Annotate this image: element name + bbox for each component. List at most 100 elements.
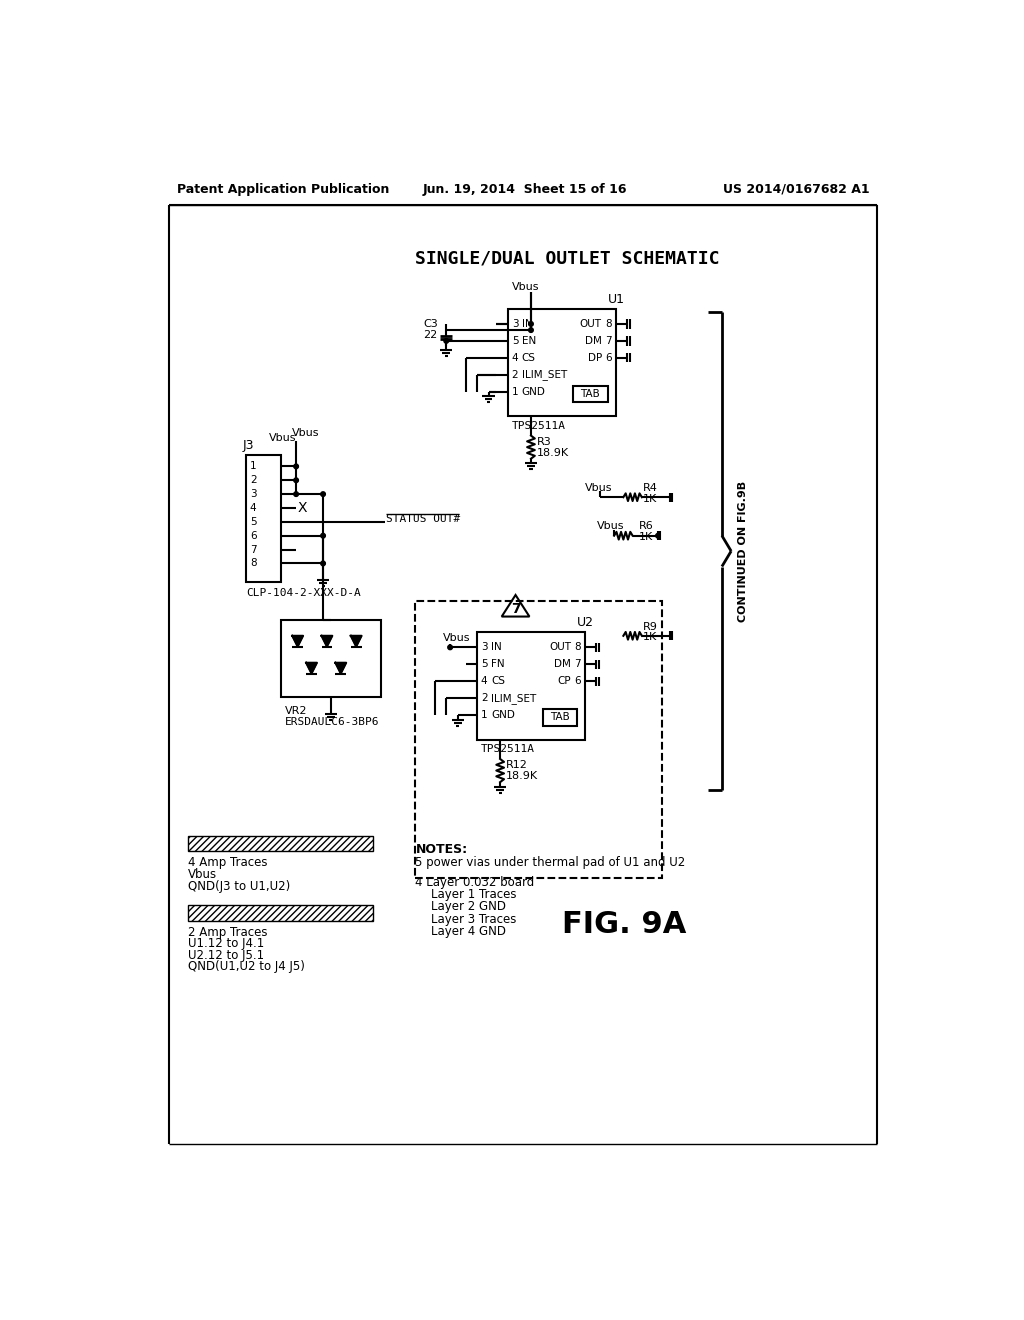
Text: R3: R3 (538, 437, 552, 446)
Text: 1K: 1K (639, 532, 653, 543)
Text: U1: U1 (608, 293, 625, 306)
Text: NOTES:: NOTES: (416, 843, 468, 857)
Text: R9: R9 (643, 622, 657, 631)
Text: Vbus: Vbus (292, 428, 319, 438)
Text: 8: 8 (574, 643, 581, 652)
Text: 8: 8 (250, 558, 257, 569)
Text: 6: 6 (250, 531, 257, 541)
Text: 4 Layer 0.032 board: 4 Layer 0.032 board (416, 875, 535, 888)
Text: 5 power vias under thermal pad of U1 and U2: 5 power vias under thermal pad of U1 and… (416, 857, 686, 870)
Bar (188, 906, 373, 921)
Text: Layer 4 GND: Layer 4 GND (431, 925, 506, 939)
Circle shape (321, 533, 326, 539)
Text: 6: 6 (605, 352, 611, 363)
Text: QND(U1,U2 to J4 J5): QND(U1,U2 to J4 J5) (188, 961, 305, 973)
Text: DM: DM (554, 659, 571, 669)
Text: EN: EN (521, 335, 536, 346)
Text: ERSDAULC6-3BP6: ERSDAULC6-3BP6 (285, 717, 379, 727)
Text: STATUS OUT#: STATUS OUT# (386, 513, 461, 524)
Text: 22: 22 (423, 330, 437, 339)
Text: 8: 8 (605, 319, 611, 329)
Text: 7: 7 (250, 545, 257, 554)
Text: IN: IN (521, 319, 532, 329)
Text: 18.9K: 18.9K (538, 447, 569, 458)
Polygon shape (306, 663, 316, 673)
Text: 4 Amp Traces: 4 Amp Traces (188, 857, 268, 870)
Text: 1: 1 (481, 710, 487, 721)
Bar (246, 455, 281, 582)
Text: 3: 3 (481, 643, 487, 652)
Text: GND: GND (521, 387, 546, 397)
Text: R6: R6 (639, 521, 653, 532)
Text: 1: 1 (512, 387, 518, 397)
Text: 1K: 1K (643, 632, 656, 643)
Text: OUT: OUT (580, 319, 602, 329)
Polygon shape (351, 636, 361, 647)
Text: Vbus: Vbus (188, 869, 217, 880)
Circle shape (294, 465, 298, 469)
Text: 7: 7 (511, 602, 520, 616)
Text: GND: GND (490, 710, 515, 721)
Circle shape (528, 327, 534, 333)
Bar (573, 385, 608, 403)
Text: TAB: TAB (581, 389, 600, 399)
Text: CS: CS (521, 352, 536, 363)
Circle shape (447, 645, 453, 649)
Text: 18.9K: 18.9K (506, 771, 539, 781)
Circle shape (321, 492, 326, 496)
Text: U2.12 to J5.1: U2.12 to J5.1 (188, 949, 264, 962)
Text: 1: 1 (250, 462, 257, 471)
Text: Jun. 19, 2014  Sheet 15 of 16: Jun. 19, 2014 Sheet 15 of 16 (423, 182, 627, 195)
Text: 4: 4 (512, 352, 518, 363)
Text: X: X (298, 502, 307, 515)
Circle shape (444, 339, 449, 343)
Text: 4: 4 (481, 676, 487, 686)
Text: FIG. 9A: FIG. 9A (562, 909, 686, 939)
Text: IN: IN (490, 643, 502, 652)
Text: Vbus: Vbus (442, 634, 470, 643)
Text: 2: 2 (512, 370, 518, 380)
Text: R4: R4 (643, 483, 657, 492)
Text: 5: 5 (481, 659, 487, 669)
Text: FN: FN (490, 659, 505, 669)
Text: Vbus: Vbus (512, 282, 540, 292)
Circle shape (294, 478, 298, 483)
Text: Layer 3 Traces: Layer 3 Traces (431, 912, 516, 925)
Bar (477, 632, 585, 739)
Text: 5: 5 (250, 517, 257, 527)
Text: Vbus: Vbus (596, 521, 624, 532)
Bar (543, 709, 578, 726)
Circle shape (321, 561, 326, 566)
Text: 1K: 1K (643, 494, 656, 504)
Text: 2: 2 (250, 475, 257, 486)
Text: TPS2511A: TPS2511A (512, 421, 565, 430)
Text: OUT: OUT (549, 643, 571, 652)
Circle shape (294, 492, 298, 496)
Text: VR2: VR2 (285, 706, 307, 717)
Text: Layer 2 GND: Layer 2 GND (431, 900, 506, 913)
Text: DM: DM (585, 335, 602, 346)
Text: Patent Application Publication: Patent Application Publication (177, 182, 389, 195)
Text: TAB: TAB (550, 713, 569, 722)
Text: 3: 3 (250, 490, 257, 499)
Circle shape (655, 533, 660, 539)
Text: SINGLE/DUAL OUTLET SCHEMATIC: SINGLE/DUAL OUTLET SCHEMATIC (416, 249, 720, 268)
Text: 7: 7 (574, 659, 581, 669)
Bar (416, 601, 662, 878)
Text: J3: J3 (243, 440, 254, 453)
Text: 2 Amp Traces: 2 Amp Traces (188, 925, 268, 939)
Text: US 2014/0167682 A1: US 2014/0167682 A1 (723, 182, 869, 195)
Text: 6: 6 (574, 676, 581, 686)
Text: ILIM_SET: ILIM_SET (521, 370, 567, 380)
Text: DP: DP (588, 352, 602, 363)
Text: 4: 4 (250, 503, 257, 513)
Text: 5: 5 (512, 335, 518, 346)
Text: 3: 3 (512, 319, 518, 329)
Text: U2: U2 (578, 616, 594, 630)
Circle shape (528, 322, 534, 326)
Text: CS: CS (490, 676, 505, 686)
Text: 2: 2 (481, 693, 487, 704)
Text: U1.12 to J4.1: U1.12 to J4.1 (188, 937, 264, 950)
Text: Vbus: Vbus (585, 483, 612, 492)
Text: R12: R12 (506, 760, 528, 770)
